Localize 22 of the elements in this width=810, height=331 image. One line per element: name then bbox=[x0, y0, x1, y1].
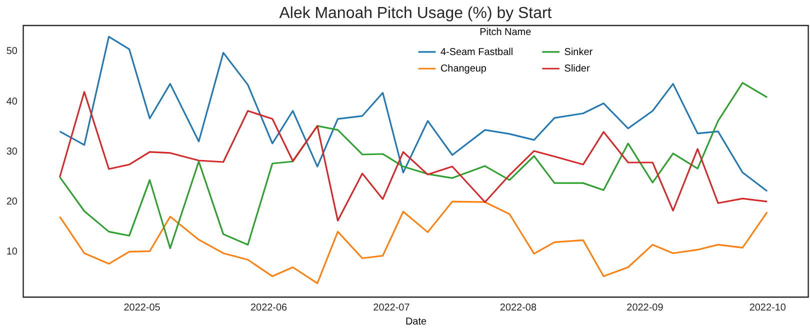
legend-label: 4-Seam Fastball bbox=[440, 46, 514, 58]
y-tick-label: 20 bbox=[6, 196, 18, 208]
y-tick-label: 40 bbox=[6, 96, 18, 108]
y-tick-label: 30 bbox=[6, 146, 18, 158]
line-series bbox=[58, 36, 768, 192]
line-series bbox=[58, 91, 768, 222]
x-tick-label: 2022-10 bbox=[749, 302, 786, 314]
x-tick-label: 2022-08 bbox=[500, 302, 537, 314]
x-tick-label: 2022-09 bbox=[626, 302, 664, 314]
x-tick-label: 2022-07 bbox=[373, 302, 410, 314]
legend-label: Slider bbox=[564, 64, 590, 75]
legend-label: Changeup bbox=[440, 64, 487, 75]
x-tick-label: 2022-05 bbox=[124, 302, 161, 314]
legend-title: Pitch Name bbox=[480, 27, 532, 38]
legend-label: Sinker bbox=[564, 46, 594, 58]
line-series bbox=[58, 82, 768, 250]
chart-title: Alek Manoah Pitch Usage (%) by Start bbox=[279, 5, 552, 22]
y-tick-label: 10 bbox=[6, 246, 18, 258]
y-tick-label: 50 bbox=[6, 46, 18, 58]
x-tick-label: 2022-06 bbox=[250, 302, 288, 314]
line-series bbox=[58, 200, 768, 284]
x-axis-title: Date bbox=[405, 316, 427, 328]
